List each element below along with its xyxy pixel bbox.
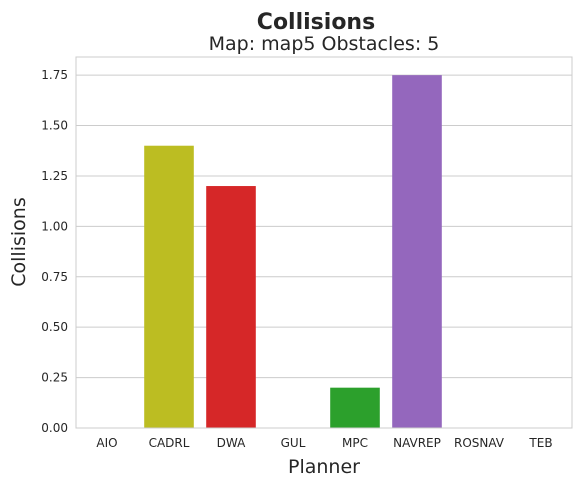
bars bbox=[144, 75, 442, 429]
x-axis-label: Planner bbox=[288, 456, 360, 478]
x-tick-label-mpc: MPC bbox=[342, 436, 368, 450]
y-tick-label: 0.75 bbox=[41, 270, 68, 284]
chart-title: Collisions bbox=[257, 10, 375, 35]
x-tick-label-rosnav: ROSNAV bbox=[454, 436, 505, 450]
x-tick-label-teb: TEB bbox=[528, 436, 552, 450]
bar-mpc bbox=[330, 387, 380, 428]
bar-cadrl bbox=[144, 145, 194, 428]
chart-subtitle: Map: map5 Obstacles: 5 bbox=[209, 33, 440, 55]
bar-dwa bbox=[206, 186, 256, 428]
y-tick-labels: 0.00 0.25 0.50 0.75 1.00 1.25 1.50 1.75 bbox=[41, 68, 68, 435]
y-tick-label: 0.50 bbox=[41, 320, 68, 334]
y-tick-label: 1.25 bbox=[41, 169, 68, 183]
x-tick-label-dwa: DWA bbox=[217, 436, 246, 450]
y-tick-label: 0.00 bbox=[41, 421, 68, 435]
x-tick-labels: AIO CADRL DWA GUL MPC NAVREP ROSNAV TEB bbox=[96, 436, 552, 450]
x-tick-label-gul: GUL bbox=[281, 436, 306, 450]
y-axis-label: Collisions bbox=[8, 197, 30, 286]
y-tick-label: 0.25 bbox=[41, 371, 68, 385]
y-tick-label: 1.50 bbox=[41, 119, 68, 133]
x-tick-label-navrep: NAVREP bbox=[393, 436, 441, 450]
plot-frame bbox=[75, 56, 573, 429]
y-tick-label: 1.00 bbox=[41, 219, 68, 233]
x-tick-label-aio: AIO bbox=[96, 436, 117, 450]
x-tick-label-cadrl: CADRL bbox=[149, 436, 190, 450]
y-tick-label: 1.75 bbox=[41, 68, 68, 82]
bar-navrep bbox=[392, 75, 442, 429]
